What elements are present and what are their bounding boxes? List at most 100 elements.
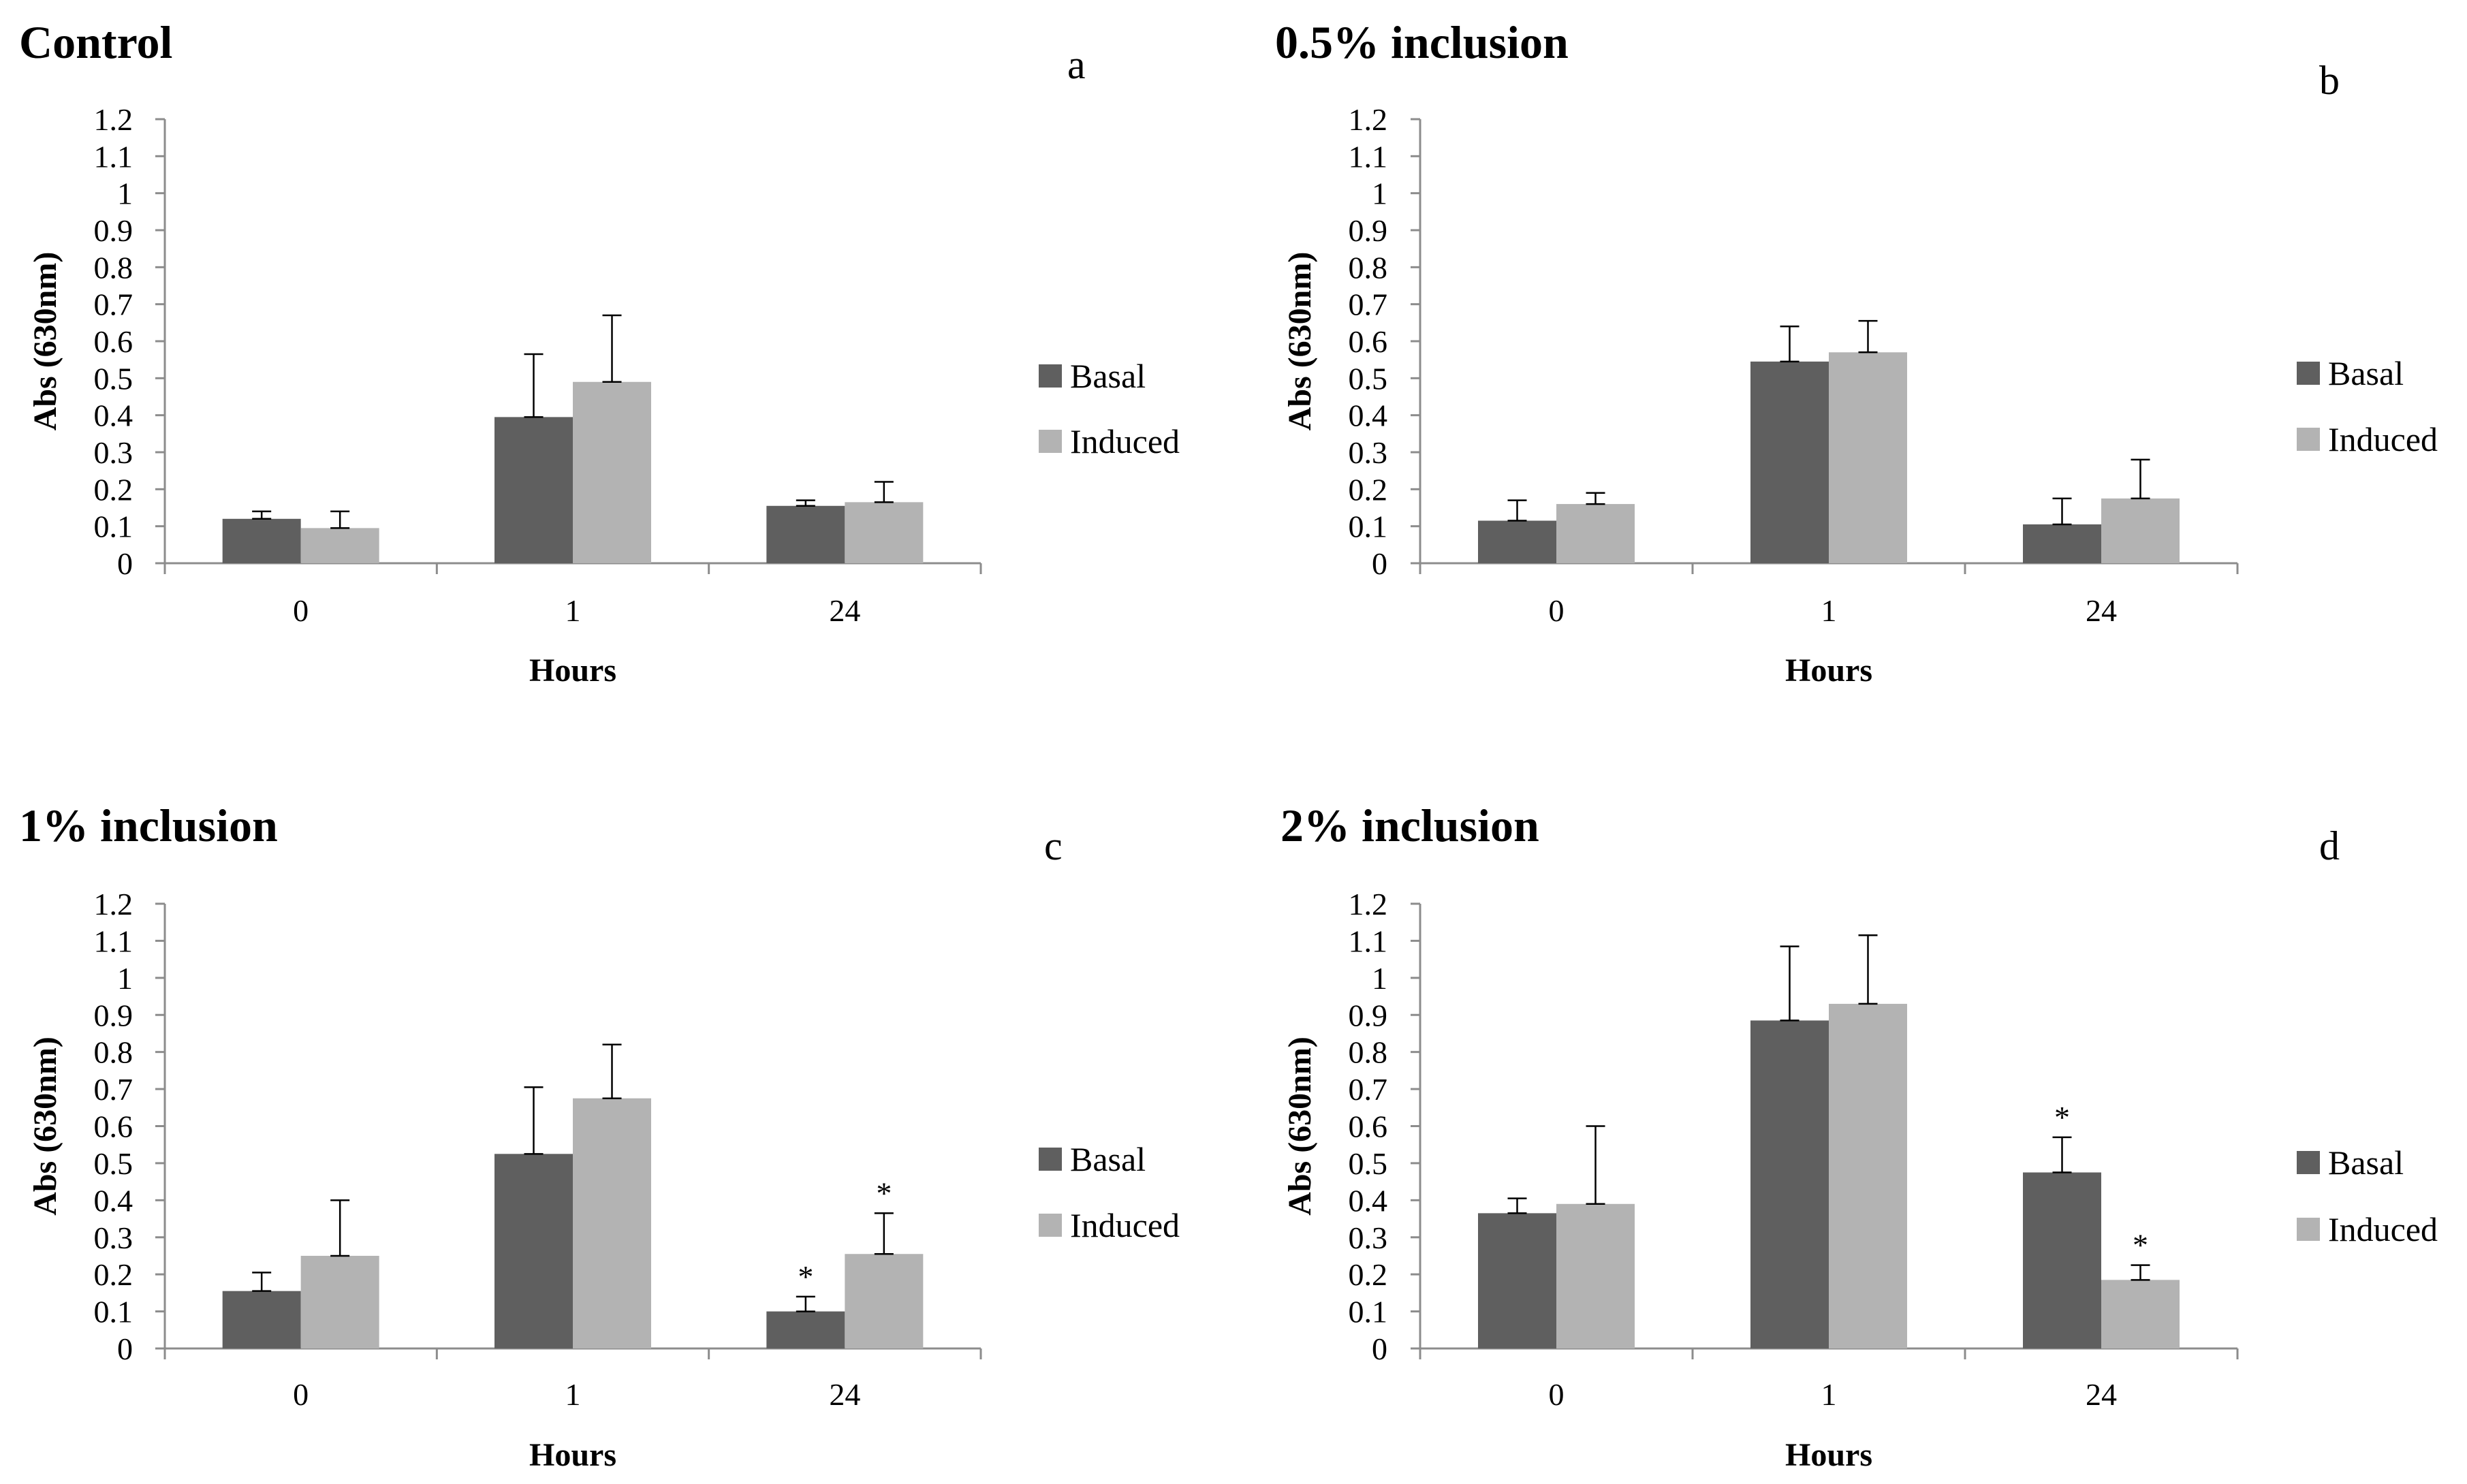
y-axis-label: Abs (630nm) xyxy=(1282,252,1318,431)
panel-title: 1% inclusion xyxy=(19,800,278,851)
panel-0-5-inclusion: 0.5% inclusion b 00.10.20.30.40.50.60.70… xyxy=(1275,16,2438,689)
legend-label-induced: Induced xyxy=(2328,420,2438,458)
x-axis-label: Hours xyxy=(529,1437,616,1473)
y-tick-label: 0.4 xyxy=(94,1183,133,1218)
bar-basal xyxy=(1478,1213,1556,1348)
y-tick-label: 0.2 xyxy=(1349,472,1388,507)
legend-swatch-induced xyxy=(2297,428,2320,451)
y-tick-label: 0.5 xyxy=(94,1146,133,1181)
y-tick-label: 0.8 xyxy=(1349,250,1388,285)
legend-label-basal: Basal xyxy=(2328,1143,2404,1182)
panel-label: b xyxy=(2319,58,2340,103)
y-tick-label: 0.3 xyxy=(94,435,133,470)
significance-marker: * xyxy=(2133,1228,2148,1263)
y-tick-label: 1.2 xyxy=(94,887,133,921)
y-tick-label: 1.1 xyxy=(1349,923,1388,958)
legend-label-basal: Basal xyxy=(2328,354,2404,392)
y-tick-label: 0.1 xyxy=(94,509,133,544)
y-tick-label: 0.4 xyxy=(1349,398,1388,433)
bar-basal xyxy=(222,518,301,563)
x-tick-label: 0 xyxy=(1549,1377,1565,1412)
legend-swatch-basal xyxy=(2297,1151,2320,1174)
bar-basal xyxy=(1750,361,1829,563)
bar-induced xyxy=(300,528,379,563)
x-axis-label: Hours xyxy=(529,652,616,689)
panel-label: a xyxy=(1067,42,1086,87)
y-tick-label: 0 xyxy=(117,546,133,581)
y-axis-label: Abs (630nm) xyxy=(1282,1037,1318,1216)
y-axis-label: Abs (630nm) xyxy=(27,1037,63,1216)
y-tick-label: 1.2 xyxy=(94,102,133,137)
bar-induced xyxy=(573,1098,651,1348)
bar-induced xyxy=(1556,504,1635,563)
panel-1-inclusion: 1% inclusion c 00.10.20.30.40.50.60.70.8… xyxy=(19,800,1180,1473)
y-tick-label: 0.8 xyxy=(94,250,133,285)
x-tick-label: 1 xyxy=(1821,1377,1837,1412)
y-tick-label: 1.1 xyxy=(1349,139,1388,174)
legend-label-basal: Basal xyxy=(1070,1140,1146,1178)
bar-basal xyxy=(494,1154,573,1348)
bar-basal xyxy=(766,1311,845,1348)
y-tick-label: 0.7 xyxy=(94,287,133,322)
y-tick-label: 0.4 xyxy=(1349,1183,1388,1218)
legend-swatch-basal xyxy=(1039,364,1062,388)
y-tick-label: 0.8 xyxy=(94,1035,133,1070)
panel-title: Control xyxy=(19,16,172,68)
panel-title: 0.5% inclusion xyxy=(1275,16,1569,68)
y-tick-label: 0 xyxy=(1372,1331,1387,1366)
y-tick-label: 0.3 xyxy=(94,1220,133,1255)
x-axis-label: Hours xyxy=(1785,1437,1872,1473)
bar-induced xyxy=(845,502,924,563)
y-tick-label: 0.6 xyxy=(1349,324,1388,359)
y-axis-label: Abs (630nm) xyxy=(27,252,63,431)
y-tick-label: 1 xyxy=(117,961,133,996)
bar-induced xyxy=(1829,352,1907,563)
x-tick-label: 1 xyxy=(1821,593,1837,628)
x-tick-label: 24 xyxy=(829,593,860,628)
y-tick-label: 0 xyxy=(1372,546,1387,581)
y-tick-label: 0.5 xyxy=(1349,1146,1388,1181)
y-tick-label: 0.7 xyxy=(94,1072,133,1107)
y-tick-label: 1.1 xyxy=(94,923,133,958)
x-tick-label: 0 xyxy=(1549,593,1565,628)
y-tick-label: 0.1 xyxy=(94,1295,133,1329)
legend-label-basal: Basal xyxy=(1070,357,1146,395)
significance-marker: * xyxy=(876,1175,892,1210)
bar-basal xyxy=(494,417,573,563)
legend-label-induced: Induced xyxy=(1070,1206,1180,1244)
bar-basal xyxy=(1750,1020,1829,1348)
y-tick-label: 0.5 xyxy=(1349,361,1388,396)
y-tick-label: 0.5 xyxy=(94,361,133,396)
panel-control: Control a 00.10.20.30.40.50.60.70.80.911… xyxy=(19,16,1180,689)
bar-basal xyxy=(766,505,845,563)
x-tick-label: 0 xyxy=(293,593,309,628)
significance-marker: * xyxy=(798,1259,813,1294)
y-tick-label: 0.9 xyxy=(94,998,133,1032)
legend-swatch-induced xyxy=(2297,1218,2320,1241)
y-tick-label: 0.6 xyxy=(94,324,133,359)
bar-induced xyxy=(300,1255,379,1348)
bar-induced xyxy=(2101,498,2180,563)
x-axis-label: Hours xyxy=(1785,652,1872,689)
panel-title: 2% inclusion xyxy=(1280,800,1539,851)
panel-2-inclusion: 2% inclusion d 00.10.20.30.40.50.60.70.8… xyxy=(1280,800,2438,1473)
y-tick-label: 0.7 xyxy=(1349,1072,1388,1107)
bar-induced xyxy=(1556,1203,1635,1348)
legend-label-induced: Induced xyxy=(2328,1210,2438,1248)
y-tick-label: 0.6 xyxy=(1349,1109,1388,1144)
x-tick-label: 24 xyxy=(2086,1377,2117,1412)
y-tick-label: 1.2 xyxy=(1349,887,1388,921)
y-tick-label: 0.1 xyxy=(1349,1295,1388,1329)
x-tick-label: 24 xyxy=(829,1377,860,1412)
significance-marker: * xyxy=(2054,1100,2070,1135)
y-tick-label: 0.9 xyxy=(94,213,133,248)
y-tick-label: 0.9 xyxy=(1349,213,1388,248)
x-tick-label: 0 xyxy=(293,1377,309,1412)
y-tick-label: 1 xyxy=(117,176,133,211)
y-tick-label: 0.4 xyxy=(94,398,133,433)
legend-swatch-induced xyxy=(1039,430,1062,453)
y-tick-label: 0.1 xyxy=(1349,509,1388,544)
bar-basal xyxy=(2023,524,2101,563)
bar-basal xyxy=(222,1291,301,1348)
